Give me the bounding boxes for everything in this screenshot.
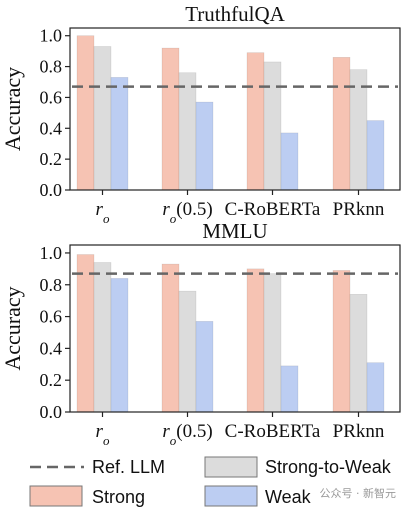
bar-weak-2 [195, 321, 214, 413]
legend-label-weak: Weak [265, 487, 312, 507]
legend-label-strong-to-weak: Strong-to-Weak [265, 457, 392, 477]
bar-weak-3 [280, 132, 299, 191]
y-tick-label: 1.0 [40, 243, 63, 263]
bar-strong-to-weak-3 [263, 273, 282, 413]
x-tick-label: ro(0.5) [162, 199, 212, 226]
x-tick-label: C-RoBERTa [225, 199, 321, 220]
plot-frame [69, 27, 401, 191]
legend: Ref. LLM Strong-to-Weak Strong Weak [29, 456, 392, 507]
bar-strong-1 [76, 254, 95, 413]
y-tick-label: 0.8 [40, 57, 63, 77]
panel-title: TruthfulQA [185, 2, 285, 26]
y-tick-label: 0.0 [40, 402, 63, 422]
bar-strong-to-weak-1 [93, 46, 112, 191]
watermark-text: 公众号 · 新智元 [320, 486, 397, 500]
panel-title: MMLU [202, 219, 267, 243]
y-tick-label: 0.2 [40, 149, 63, 169]
y-tick-label: 0.4 [40, 338, 63, 358]
y-tick-label: 1.0 [40, 26, 63, 46]
legend-swatch-strong [29, 485, 83, 507]
bar-weak-4 [366, 362, 385, 413]
bar-weak-4 [366, 120, 385, 191]
bar-strong-1 [76, 35, 95, 191]
bar-strong-2 [161, 47, 180, 191]
bar-strong-to-weak-4 [349, 294, 368, 413]
bar-strong-to-weak-1 [93, 262, 112, 413]
bar-strong-to-weak-3 [263, 61, 282, 191]
bar-strong-2 [161, 263, 180, 413]
chart-panel-1: TruthfulQA Accuracy 0.0 0.2 0.4 0.6 0.8 1.0 ro ro… [0, 2, 401, 226]
y-tick-label: 0.8 [40, 275, 63, 295]
bar-strong-4 [332, 270, 351, 413]
x-tick-label: ro [96, 199, 110, 226]
plot-frame [69, 244, 401, 413]
bar-weak-3 [280, 365, 299, 413]
x-tick-label: ro(0.5) [162, 421, 212, 448]
y-tick-label: 0.6 [40, 87, 63, 107]
bar-weak-2 [195, 101, 214, 191]
x-tick-label: C-RoBERTa [225, 421, 321, 442]
x-tick-label: PRknn [333, 421, 385, 442]
bar-strong-3 [246, 268, 265, 413]
bar-strong-to-weak-2 [178, 290, 197, 413]
bar-weak-1 [110, 77, 129, 191]
legend-label-ref: Ref. LLM [92, 457, 165, 477]
y-tick-label: 0.2 [40, 370, 63, 390]
x-tick-label: PRknn [333, 199, 385, 220]
bar-strong-4 [332, 57, 351, 191]
y-axis-label: Accuracy [0, 286, 25, 370]
legend-swatch-strong-to-weak [204, 456, 258, 478]
bar-weak-1 [110, 278, 129, 413]
bar-strong-to-weak-2 [178, 72, 197, 191]
y-tick-label: 0.6 [40, 307, 63, 327]
chart-panel-2: MMLU Accuracy 0.0 0.2 0.4 0.6 0.8 1.0 ro ro(0.5) C… [0, 219, 401, 448]
legend-swatch-weak [204, 485, 258, 507]
y-axis-label: Accuracy [0, 67, 25, 151]
y-tick-label: 0.4 [40, 118, 63, 138]
legend-label-strong: Strong [92, 487, 145, 507]
x-tick-label: ro [96, 421, 110, 448]
bar-strong-3 [246, 52, 265, 191]
y-tick-label: 0.0 [40, 180, 63, 200]
